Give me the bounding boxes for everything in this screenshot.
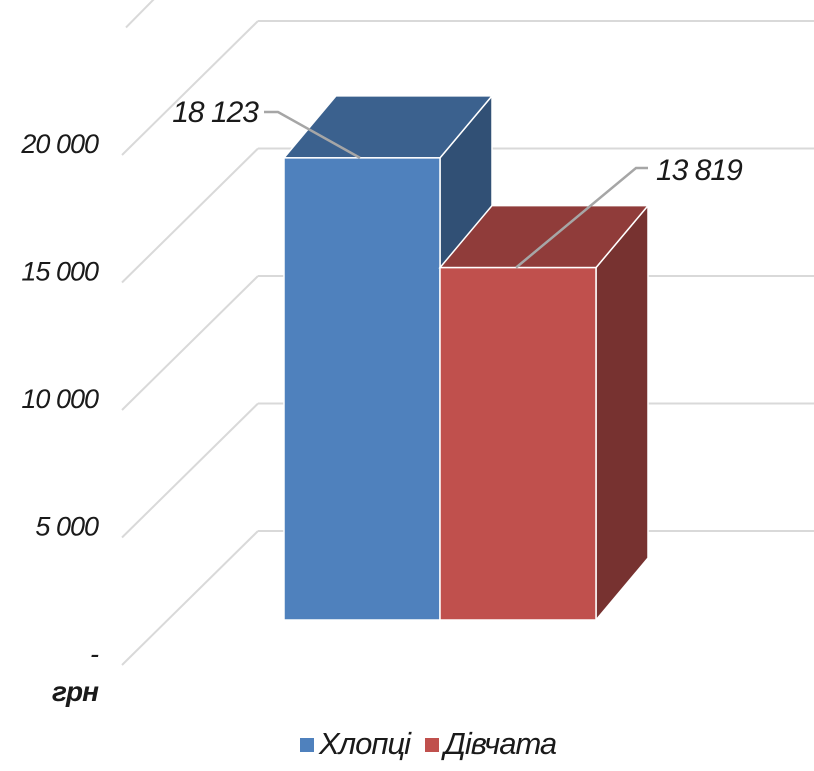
data-label-1: 18 123 [172, 96, 361, 159]
gridline [125, 0, 155, 29]
y-axis-ticks: - 5 000 10 000 15 000 20 000 [20, 129, 100, 669]
y-tick-label: 15 000 [21, 257, 99, 287]
data-labels: 18 123 13 819 [172, 96, 744, 269]
data-label-text: 13 819 [656, 154, 743, 187]
data-label-text: 18 123 [172, 96, 259, 129]
gridline [121, 20, 814, 156]
bar-side-face [595, 203, 649, 623]
y-tick-label: 10 000 [21, 384, 99, 414]
y-tick-label: 5 000 [35, 512, 99, 542]
y-tick-label: 20 000 [20, 129, 99, 159]
bar-front-face [439, 266, 597, 621]
bar-2 [438, 203, 650, 623]
legend-item-1: Хлопці [300, 726, 413, 761]
legend-item-2: Дівчата [425, 726, 558, 761]
bar-front-face [283, 157, 441, 621]
legend: Хлопці Дівчата [300, 726, 558, 761]
y-axis-unit-label: грн [52, 676, 99, 707]
legend-label: Хлопці [318, 726, 412, 761]
bars [282, 93, 650, 623]
legend-swatch [300, 738, 314, 752]
y-tick-label: - [90, 639, 99, 669]
legend-swatch [425, 738, 439, 752]
data-label-2: 13 819 [515, 154, 744, 269]
legend-label: Дівчата [441, 726, 557, 761]
